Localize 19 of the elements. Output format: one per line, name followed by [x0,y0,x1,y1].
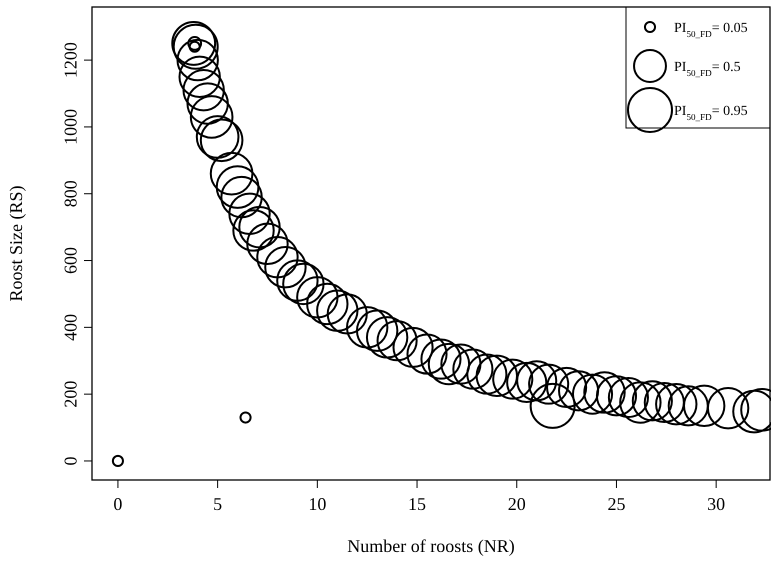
y-tick-label: 600 [60,247,80,274]
y-tick-label: 1000 [60,108,80,145]
x-tick-label: 10 [308,494,326,514]
y-tick-label: 800 [60,180,80,208]
y-tick-label: 200 [60,380,80,408]
x-tick-label: 0 [113,494,122,514]
x-tick-label: 30 [707,494,726,514]
y-tick-label: 0 [60,456,80,466]
legend-label: PI$_{50_FD}$= 0.05 [674,21,748,39]
x-tick-label: 25 [607,494,626,514]
x-tick-label: 15 [408,494,426,514]
y-tick-label: 1200 [60,42,80,78]
x-tick-label: 5 [213,494,222,514]
legend-label: PI$_{50_FD}$= 0.95 [674,104,748,122]
legend-label: PI$_{50_FD}$= 0.5 [674,60,741,78]
y-tick-label: 400 [60,314,80,341]
x-tick-label: 20 [508,494,526,514]
y-axis-title: Roost Size (RS) [6,185,26,302]
x-axis-title: Number of roosts (NR) [347,536,515,556]
